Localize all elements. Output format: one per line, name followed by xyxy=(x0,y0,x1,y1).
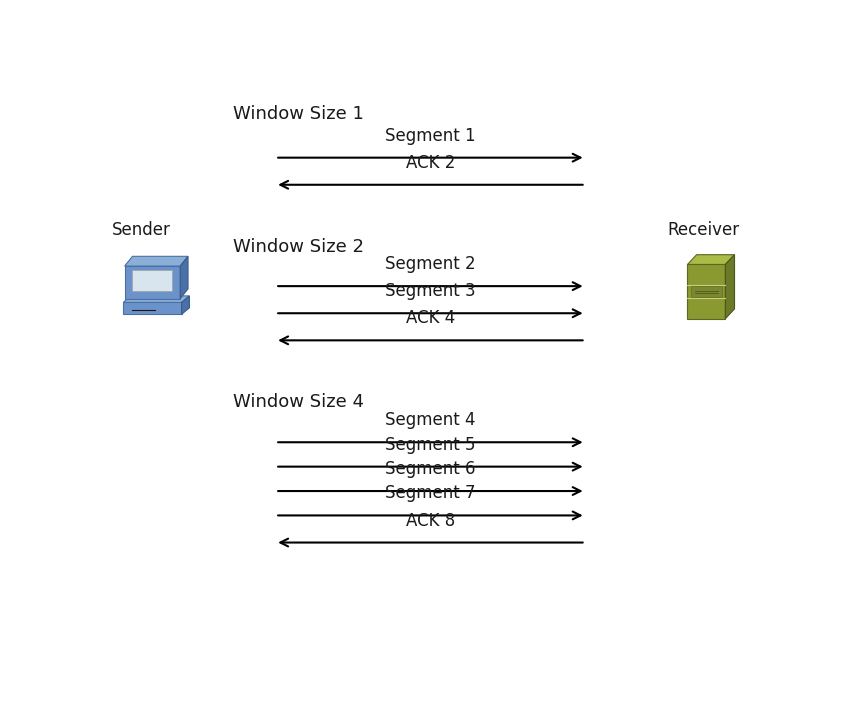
Polygon shape xyxy=(125,256,188,266)
Text: Segment 3: Segment 3 xyxy=(385,282,475,300)
Bar xyxy=(123,303,181,314)
Text: Segment 2: Segment 2 xyxy=(385,255,475,273)
Text: Segment 7: Segment 7 xyxy=(385,484,475,503)
Text: Window Size 4: Window Size 4 xyxy=(233,393,364,410)
Polygon shape xyxy=(180,256,188,298)
Text: Segment 4: Segment 4 xyxy=(385,411,475,429)
Polygon shape xyxy=(688,255,734,265)
Text: ACK 8: ACK 8 xyxy=(405,512,455,529)
Text: ACK 2: ACK 2 xyxy=(405,153,455,172)
Polygon shape xyxy=(725,255,734,319)
Text: Receiver: Receiver xyxy=(667,221,739,239)
Polygon shape xyxy=(181,296,190,314)
Text: ACK 4: ACK 4 xyxy=(405,309,455,327)
Bar xyxy=(688,265,725,319)
Text: Segment 5: Segment 5 xyxy=(385,436,475,453)
Text: Window Size 1: Window Size 1 xyxy=(233,106,363,123)
Polygon shape xyxy=(123,296,190,303)
Bar xyxy=(132,270,173,291)
Text: Segment 6: Segment 6 xyxy=(385,460,475,478)
Text: Sender: Sender xyxy=(112,221,171,239)
Text: Window Size 2: Window Size 2 xyxy=(233,238,364,256)
Bar xyxy=(148,294,156,296)
Text: Segment 1: Segment 1 xyxy=(385,127,475,144)
FancyBboxPatch shape xyxy=(690,286,722,297)
FancyBboxPatch shape xyxy=(125,266,180,298)
